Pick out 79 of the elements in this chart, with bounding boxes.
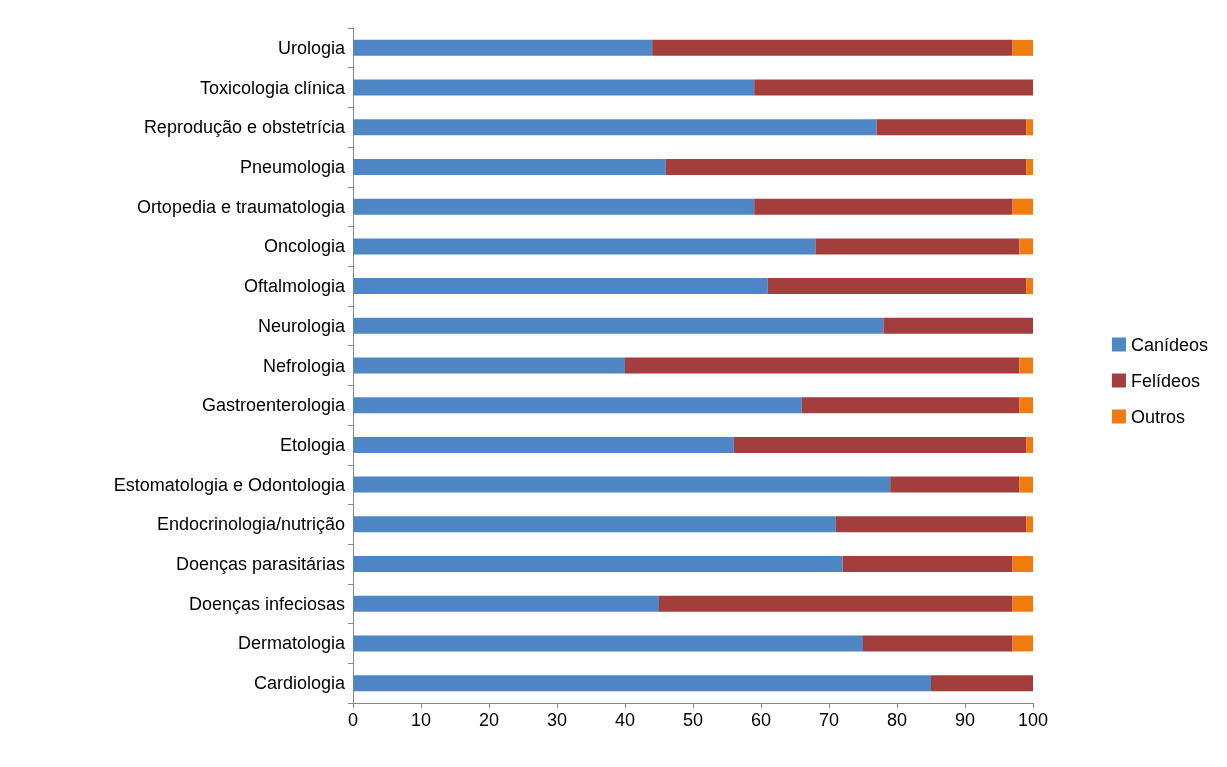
bar: [353, 79, 755, 96]
bar: [754, 79, 1033, 96]
bar: [353, 436, 734, 453]
y-tick-label: Reprodução e obstetrícia: [143, 117, 346, 138]
x-tick-label: 40: [614, 710, 636, 730]
x-tick-label: 60: [750, 710, 772, 730]
bar: [625, 357, 1020, 374]
bar: [1012, 39, 1033, 56]
x-tick-label: 30: [546, 710, 568, 730]
bar: [931, 675, 1033, 692]
bar: [353, 198, 755, 215]
bar: [733, 436, 1027, 453]
x-tick-label: 100: [1017, 710, 1049, 730]
x-tick-label: 80: [886, 710, 908, 730]
bar: [353, 635, 863, 652]
y-tick-label: Ortopedia e traumatologia: [136, 196, 346, 217]
y-tick-label: Cardiologia: [253, 673, 346, 694]
y-tick-label: Estomatologia e Odontologia: [113, 474, 346, 495]
bar: [876, 119, 1027, 136]
y-tick-label: Urologia: [277, 37, 346, 58]
y-tick-label: Oncologia: [263, 236, 346, 257]
bar: [1012, 198, 1033, 215]
bar: [353, 357, 625, 374]
x-tick-label: 10: [410, 710, 432, 730]
bar: [353, 238, 816, 255]
bar: [353, 595, 659, 612]
bar: [1026, 436, 1033, 453]
y-tick-label: Doenças parasitárias: [175, 554, 345, 575]
bar: [815, 238, 1020, 255]
bar: [883, 317, 1033, 334]
y-tick-label: Toxicologia clínica: [199, 77, 346, 98]
bar: [1019, 357, 1033, 374]
bar: [1026, 278, 1033, 295]
bar: [353, 516, 836, 533]
bar: [1019, 476, 1033, 493]
bar: [652, 39, 1013, 56]
bar: [1026, 119, 1033, 136]
x-tick-label: 50: [682, 710, 704, 730]
y-tick-label: Nefrologia: [262, 355, 346, 376]
bar: [1012, 635, 1033, 652]
legend-label: Outros: [1130, 406, 1185, 427]
x-tick-label: 0: [347, 710, 359, 730]
bar: [353, 317, 884, 334]
bar: [353, 476, 891, 493]
x-tick-label: 70: [818, 710, 840, 730]
bar: [1012, 556, 1033, 573]
bar: [1026, 158, 1033, 175]
legend-label: Canídeos: [1130, 334, 1209, 355]
bar: [863, 635, 1013, 652]
bar: [842, 556, 1013, 573]
y-tick-label: Pneumologia: [239, 156, 346, 177]
y-tick-label: Gastroenterologia: [201, 395, 346, 416]
bar: [767, 278, 1027, 295]
x-tick-label: 90: [954, 710, 976, 730]
y-tick-label: Etologia: [279, 434, 346, 455]
y-tick-label: Oftalmologia: [243, 276, 346, 297]
bar: [801, 397, 1020, 414]
bar: [659, 595, 1013, 612]
y-tick-label: Neurologia: [257, 315, 346, 336]
bar: [353, 278, 768, 295]
bar: [1019, 238, 1033, 255]
bar: [353, 556, 843, 573]
y-tick-label: Dermatologia: [237, 633, 346, 654]
bar: [353, 119, 877, 136]
bar: [353, 158, 666, 175]
bar: [665, 158, 1027, 175]
bar: [754, 198, 1013, 215]
bar: [1012, 595, 1033, 612]
x-tick-label: 20: [478, 710, 500, 730]
y-tick-label: Endocrinologia/nutrição: [156, 514, 345, 535]
bar: [353, 39, 653, 56]
bar: [353, 675, 931, 692]
bar: [835, 516, 1027, 533]
bar: [353, 397, 802, 414]
bar: [1026, 516, 1033, 533]
bar: [1019, 397, 1033, 414]
bar: [890, 476, 1020, 493]
y-tick-label: Doenças infeciosas: [188, 593, 345, 614]
legend-label: Felídeos: [1130, 370, 1200, 391]
